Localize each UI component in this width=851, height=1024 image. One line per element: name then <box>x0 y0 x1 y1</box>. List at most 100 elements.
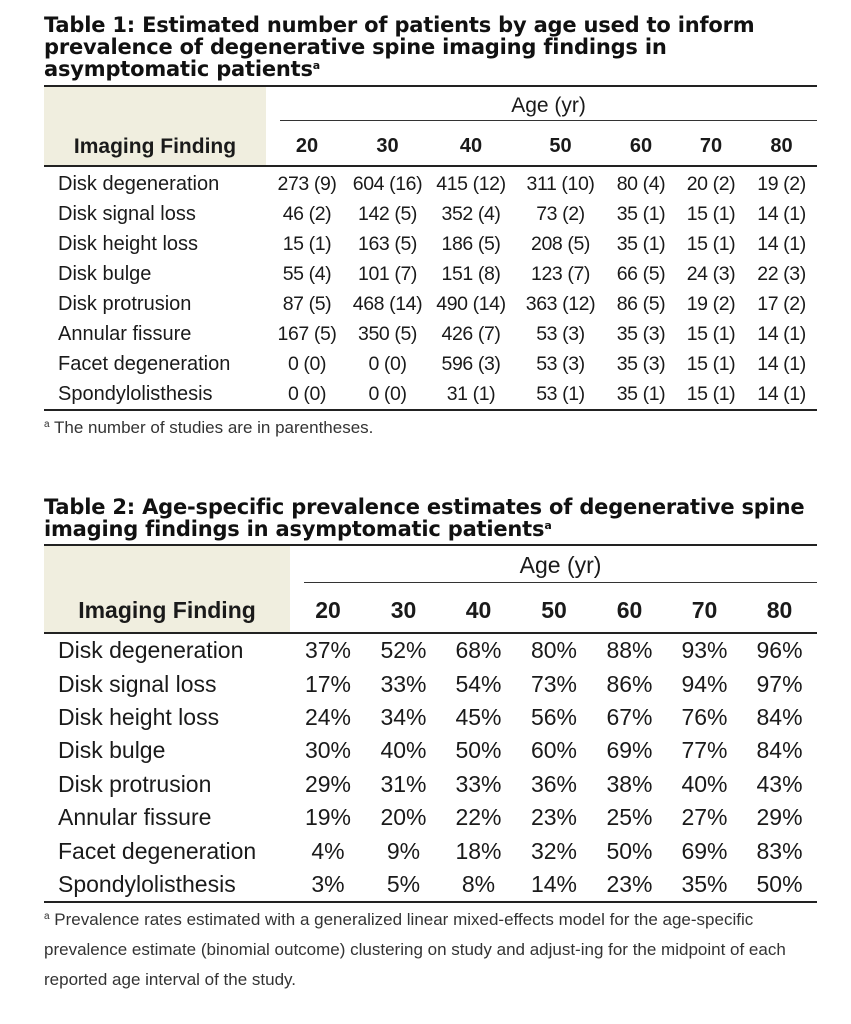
cell-value: 4% <box>311 837 345 864</box>
row-finding-label: Annular fissure <box>58 804 212 831</box>
table-row: Spondylolisthesis 3% 5% 8% 14% 23% 35% 50% <box>44 868 817 902</box>
cell-value: 15 (1) <box>686 352 736 375</box>
row-finding-label: Disk height loss <box>58 232 199 255</box>
cell-value: 14 (1) <box>757 322 806 345</box>
cell-value: 208 (5) <box>531 232 590 255</box>
cell-value: 69% <box>606 737 653 764</box>
table1-age-col-70: 70 <box>699 134 723 157</box>
cell-value: 27% <box>681 804 728 831</box>
table-row: Disk signal loss 46 (2) 142 (5) 352 (4) 73 (… <box>44 199 817 229</box>
cell-value: 69% <box>681 837 728 864</box>
row-finding-label: Disk bulge <box>58 262 152 285</box>
table1-age-header-cell: Age (yr) <box>266 86 818 127</box>
table-row: Disk height loss 24% 34% 45% 56% 67% 76% 84% <box>44 701 817 734</box>
table2-footnote: a Prevalence rates estimated with a gene… <box>44 905 817 995</box>
cell-value: 0 (0) <box>287 382 327 405</box>
cell-value: 151 (8) <box>441 262 501 285</box>
table-row: Disk height loss 15 (1) 163 (5) 186 (5) 208 … <box>44 229 817 259</box>
table2-age-col-80: 80 <box>766 596 793 623</box>
cell-value: 25% <box>606 804 653 831</box>
table1-age-col-50: 50 <box>549 134 572 157</box>
cell-value: 55 (4) <box>282 262 332 285</box>
cell-value: 54% <box>455 670 502 697</box>
cell-value: 43% <box>756 770 803 797</box>
cell-value: 23% <box>530 804 578 831</box>
table2-age-col-30: 30 <box>390 596 417 623</box>
cell-value: 23% <box>606 870 653 897</box>
cell-value: 9% <box>386 837 421 864</box>
cell-value: 19 (2) <box>686 292 736 315</box>
table1-age-col-80: 80 <box>770 134 793 157</box>
table2: Imaging Finding Age (yr) 20 30 40 50 60 70 80 … <box>44 544 818 903</box>
table2-finding-header: Imaging Finding <box>78 597 256 623</box>
table2-body: Disk degeneration 37% 52% 68% 80% 88% 93% 96% Di… <box>44 633 818 903</box>
cell-value: 32% <box>530 837 578 864</box>
cell-value: 56% <box>530 703 578 730</box>
row-finding-label: Spondylolisthesis <box>58 870 236 897</box>
cell-value: 67% <box>606 703 653 730</box>
table-row: Facet degeneration 4% 9% 18% 32% 50% 69% 83% <box>44 834 817 867</box>
table1-age-col-40: 40 <box>459 134 483 157</box>
table2-title: Table 2: Age-specific prevalence estimat… <box>44 496 814 540</box>
cell-value: 363 (12) <box>525 292 596 315</box>
cell-value: 35 (3) <box>616 322 666 345</box>
table1-title-footnote-mark: a <box>312 59 320 72</box>
cell-value: 35 (1) <box>616 382 666 405</box>
cell-value: 35 (3) <box>616 352 666 375</box>
cell-value: 35 (1) <box>616 232 666 255</box>
cell-value: 77% <box>681 737 728 764</box>
cell-value: 50% <box>756 870 803 897</box>
table1: Imaging Finding Age (yr) 20 30 40 50 60 70 80 … <box>44 85 818 411</box>
cell-value: 20 (2) <box>686 172 736 195</box>
cell-value: 73% <box>530 670 578 697</box>
cell-value: 24 (3) <box>686 262 736 285</box>
table2-finding-header-cell: Imaging Finding <box>44 545 290 633</box>
cell-value: 19% <box>304 804 352 831</box>
cell-value: 80 (4) <box>616 172 666 195</box>
row-finding-label: Disk bulge <box>58 737 166 764</box>
table-row: Disk signal loss 17% 33% 54% 73% 86% 94% 97% <box>44 667 817 700</box>
cell-value: 40% <box>681 770 728 797</box>
row-finding-label: Disk signal loss <box>58 202 196 225</box>
cell-value: 53 (1) <box>536 382 585 405</box>
row-finding-label: Facet degeneration <box>58 352 231 375</box>
cell-value: 604 (16) <box>352 172 423 195</box>
row-finding-label: Facet degeneration <box>58 837 257 864</box>
cell-value: 14 (1) <box>757 202 806 225</box>
cell-value: 50% <box>606 837 653 864</box>
cell-value: 15 (1) <box>686 232 736 255</box>
cell-value: 142 (5) <box>358 202 417 225</box>
cell-value: 0 (0) <box>368 352 407 375</box>
cell-value: 14% <box>530 870 578 897</box>
table1-footnote: a The number of studies are in parenthes… <box>44 413 817 443</box>
cell-value: 415 (12) <box>436 172 506 195</box>
table1-age-header: Age (yr) <box>511 93 586 117</box>
table1-finding-header-cell: Imaging Finding <box>44 86 266 166</box>
cell-value: 426 (7) <box>441 322 501 345</box>
cell-value: 76% <box>681 703 728 730</box>
table1-footnote-mark: a <box>44 419 50 430</box>
cell-value: 352 (4) <box>441 202 501 225</box>
cell-value: 22 (3) <box>757 262 806 285</box>
cell-value: 66 (5) <box>616 262 666 285</box>
cell-value: 34% <box>380 703 427 730</box>
row-finding-label: Disk protrusion <box>58 292 192 315</box>
table2-age-header: Age (yr) <box>519 551 602 578</box>
table2-age-col-20: 20 <box>315 596 341 623</box>
cell-value: 60% <box>530 737 578 764</box>
table1-footnote-text: The number of studies are in parentheses… <box>53 418 374 437</box>
cell-value: 33% <box>455 770 502 797</box>
cell-value: 0 (0) <box>368 382 407 405</box>
cell-value: 97% <box>756 670 803 697</box>
table2-age-col-70: 70 <box>691 596 718 623</box>
table2-age-columns: 20 30 40 50 60 70 80 <box>44 588 818 633</box>
cell-value: 18% <box>455 837 502 864</box>
row-finding-label: Disk protrusion <box>58 770 212 797</box>
cell-value: 20% <box>380 804 427 831</box>
cell-value: 15 (1) <box>282 232 332 255</box>
cell-value: 8% <box>461 870 496 897</box>
cell-value: 36% <box>530 770 578 797</box>
table-row: Annular fissure 19% 20% 22% 23% 25% 27% 29% <box>44 801 817 834</box>
table2-title-footnote-mark: a <box>544 519 552 532</box>
cell-value: 167 (5) <box>277 322 337 345</box>
